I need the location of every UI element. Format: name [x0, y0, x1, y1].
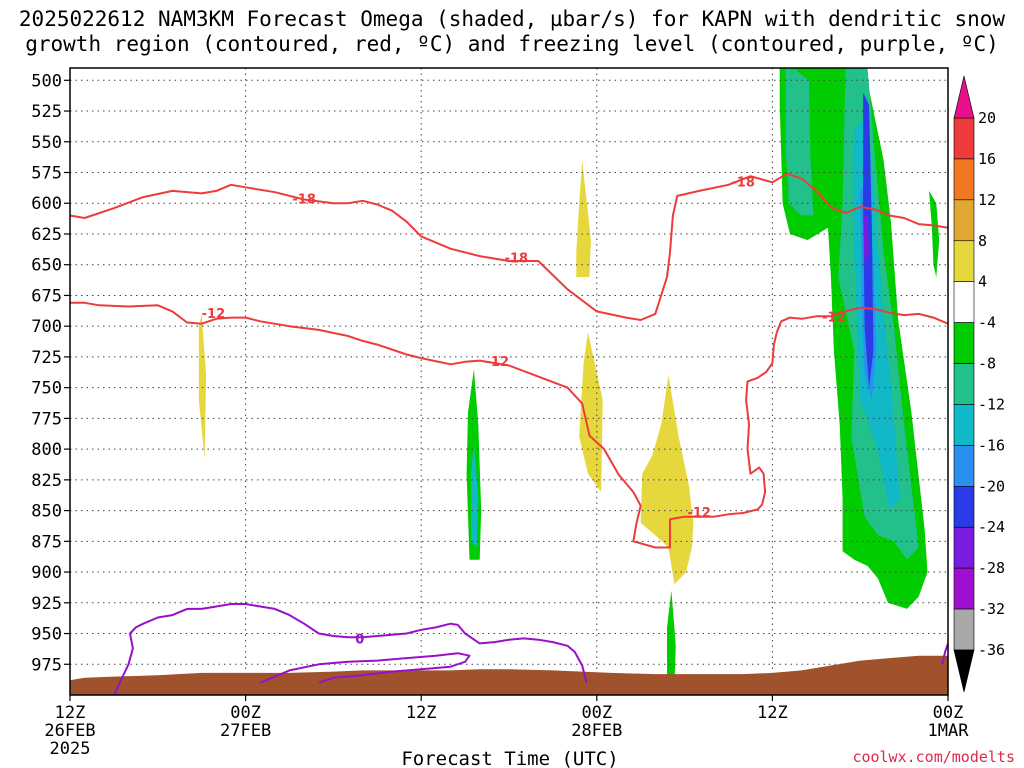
red-contour-label-1: -12 [202, 307, 226, 322]
red-contour-1 [70, 301, 948, 549]
omega-shading-layer [198, 68, 940, 687]
terrain-layer [70, 655, 948, 695]
omega-region-8 [787, 68, 814, 216]
omega-region-5 [471, 443, 479, 548]
colorbar: 20 16 12 8 4 -4 -8 -12 -16 -20 -24 -28 -32 -36 [953, 75, 1005, 693]
colorbar-tick-label-8: -16 [978, 436, 1005, 454]
red-contour-extra-label-3: -12 [687, 506, 711, 521]
colorbar-band-5 [953, 322, 975, 364]
y-tick-label-14: 850 [31, 502, 62, 522]
omega-region-2 [579, 332, 603, 493]
red-contour-extra-label-1: -18 [731, 175, 755, 190]
y-tick-label-4: 600 [31, 194, 62, 214]
omega-region-1 [576, 160, 591, 277]
y-axis: 500 525 550 575 600 625 650 675 700 725 750 775 800 8… [31, 71, 70, 675]
y-tick-label-1: 525 [31, 102, 62, 122]
colorbar-tick-label-3: 8 [978, 232, 987, 250]
red-contour-extra-label-0: -18 [505, 252, 529, 267]
x-tick-label-5-1: 1MAR [928, 721, 970, 741]
terrain-fill [70, 655, 948, 695]
x-tick-label-1-0: 00Z [230, 703, 261, 723]
plot-frame [69, 67, 949, 696]
colorbar-tick-label-12: -32 [978, 600, 1005, 618]
y-tick-label-5: 625 [31, 225, 62, 245]
red-contour-0 [70, 172, 948, 321]
colorbar-band-3 [953, 240, 975, 282]
colorbar-tick-label-7: -12 [978, 395, 1005, 413]
contour-layer [70, 172, 948, 695]
omega-region-15 [785, 68, 795, 204]
y-tick-label-9: 725 [31, 348, 62, 368]
purple-contour-2 [941, 643, 948, 665]
colorbar-band-2 [953, 199, 975, 242]
colorbar-tick-label-11: -28 [978, 559, 1005, 577]
colorbar-band-1 [953, 158, 975, 201]
y-tick-label-6: 650 [31, 256, 62, 276]
colorbar-band-0 [953, 117, 975, 160]
purple-contour-0 [112, 603, 588, 695]
y-tick-label-0: 500 [31, 71, 62, 91]
chart-title-line-1: 2025022612 NAM3KM Forecast Omega (shaded… [19, 7, 1006, 31]
red-contour-label-0: -18 [292, 193, 316, 208]
y-tick-label-18: 950 [31, 625, 62, 645]
x-tick-label-0-0: 12Z [55, 703, 86, 723]
omega-region-3 [640, 375, 694, 585]
colorbar-bottom-arrow [953, 649, 975, 693]
y-tick-label-16: 900 [31, 563, 62, 583]
x-tick-label-0-2: 2025 [50, 739, 91, 759]
red-contour-extra-label-4: -12 [822, 311, 846, 326]
y-tick-label-10: 750 [31, 379, 62, 399]
y-tick-label-12: 800 [31, 440, 62, 460]
y-tick-label-8: 700 [31, 317, 62, 337]
colorbar-band-8 [953, 445, 975, 487]
colorbar-tick-label-9: -20 [978, 477, 1005, 495]
colorbar-band-11 [953, 567, 975, 610]
x-tick-label-5-0: 00Z [933, 703, 964, 723]
colorbar-tick-label-2: 12 [978, 191, 996, 209]
colorbar-band-7 [953, 404, 975, 446]
colorbar-tick-label-0: 20 [978, 109, 996, 127]
y-tick-label-15: 875 [31, 532, 62, 552]
colorbar-top-arrow [953, 75, 975, 119]
y-tick-label-2: 550 [31, 133, 62, 153]
y-tick-label-3: 575 [31, 164, 62, 184]
x-tick-label-3-1: 28FEB [571, 721, 622, 741]
colorbar-tick-label-10: -24 [978, 518, 1005, 536]
omega-region-13 [863, 215, 869, 265]
colorbar-band-6 [953, 363, 975, 405]
x-tick-label-3-0: 00Z [581, 703, 612, 723]
y-tick-label-11: 775 [31, 409, 62, 429]
x-axis-label: Forecast Time (UTC) [401, 748, 618, 768]
x-tick-label-2-0: 12Z [406, 703, 437, 723]
colorbar-band-4 [953, 281, 975, 323]
colorbar-tick-label-6: -8 [978, 355, 996, 373]
colorbar-tick-label-1: 16 [978, 150, 996, 168]
chart-title-line-2: growth region (contoured, red, ºC) and f… [25, 32, 999, 56]
contour-label-layer: -18 -12 -18 -18 -12 -12 -12 0 [202, 175, 846, 648]
colorbar-band-9 [953, 486, 975, 528]
x-tick-label-0-1: 26FEB [44, 721, 95, 741]
x-tick-label-1-1: 27FEB [220, 721, 271, 741]
y-tick-label-7: 675 [31, 286, 62, 306]
colorbar-band-12 [953, 608, 975, 651]
y-tick-label-19: 975 [31, 655, 62, 675]
colorbar-tick-label-5: -4 [978, 314, 996, 332]
purple-contour-label-0: 0 [355, 633, 364, 648]
colorbar-band-10 [953, 526, 975, 569]
credit-text: coolwx.com/modelts [852, 748, 1015, 766]
colorbar-tick-label-4: 4 [978, 273, 987, 291]
omega-region-0 [198, 313, 207, 459]
purple-contour-1 [259, 652, 471, 684]
red-contour-extra-label-2: -12 [486, 355, 510, 370]
y-tick-label-13: 825 [31, 471, 62, 491]
colorbar-tick-label-13: -36 [978, 641, 1005, 659]
x-tick-label-4-0: 12Z [757, 703, 788, 723]
omega-region-6 [667, 590, 676, 687]
y-tick-label-17: 925 [31, 594, 62, 614]
